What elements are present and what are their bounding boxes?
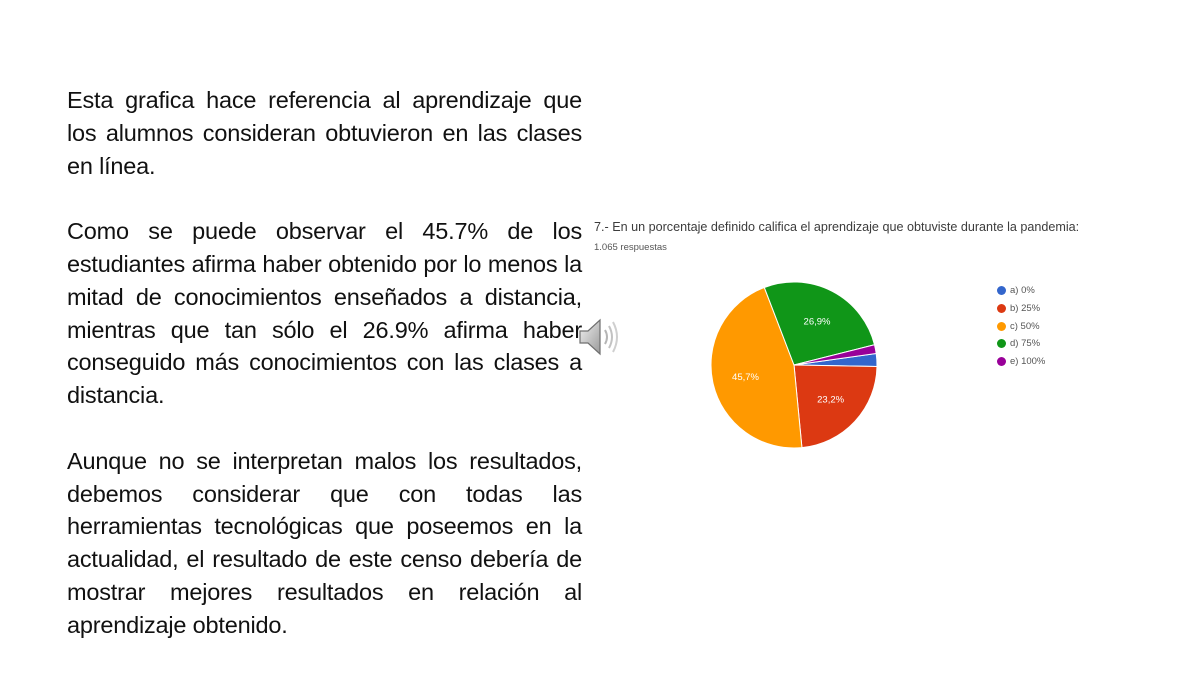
paragraph-observation: Como se puede observar el 45.7% de los e… — [67, 218, 582, 409]
legend-label: a) 0% — [1010, 285, 1035, 297]
legend-item: d) 75% — [997, 335, 1045, 353]
legend-swatch — [997, 304, 1006, 314]
body-text: Esta grafica hace referencia al aprendiz… — [67, 84, 582, 642]
speaker-icon[interactable] — [574, 311, 626, 363]
legend-label: e) 100% — [1010, 356, 1046, 368]
pie-slice-d-75 — [763, 281, 876, 366]
legend-swatch — [997, 286, 1006, 296]
paragraph-conclusion: Aunque no se interpretan malos los resul… — [67, 447, 582, 638]
legend-item: b) 25% — [997, 300, 1045, 318]
chart-subtitle: 1.065 respuestas — [594, 242, 667, 253]
pie-plot: 23,2% 45,7% 26,9% — [710, 281, 878, 449]
chart-legend: a) 0% b) 25% c) 50% d) 75% e) 100% — [997, 282, 1045, 370]
pie-data-label: 23,2% — [817, 394, 844, 405]
pie-data-label: 26,9% — [804, 316, 831, 327]
pie-slice-b-25 — [793, 364, 878, 449]
legend-swatch — [997, 339, 1006, 349]
legend-item: a) 0% — [997, 282, 1045, 300]
paragraph-intro: Esta grafica hace referencia al aprendiz… — [67, 87, 582, 179]
legend-label: b) 25% — [1010, 303, 1041, 315]
legend-item: c) 50% — [997, 317, 1045, 335]
pie-slice-e-100 — [793, 344, 877, 366]
pie-data-label: 45,7% — [732, 372, 759, 383]
legend-swatch — [997, 321, 1006, 331]
legend-item: e) 100% — [997, 353, 1045, 371]
pie-chart: 7.- En un porcentaje definido califica e… — [592, 216, 1172, 466]
chart-title: 7.- En un porcentaje definido califica e… — [594, 220, 1080, 234]
legend-swatch — [997, 357, 1006, 367]
legend-label: d) 75% — [1010, 338, 1041, 350]
legend-label: c) 50% — [1010, 320, 1040, 332]
